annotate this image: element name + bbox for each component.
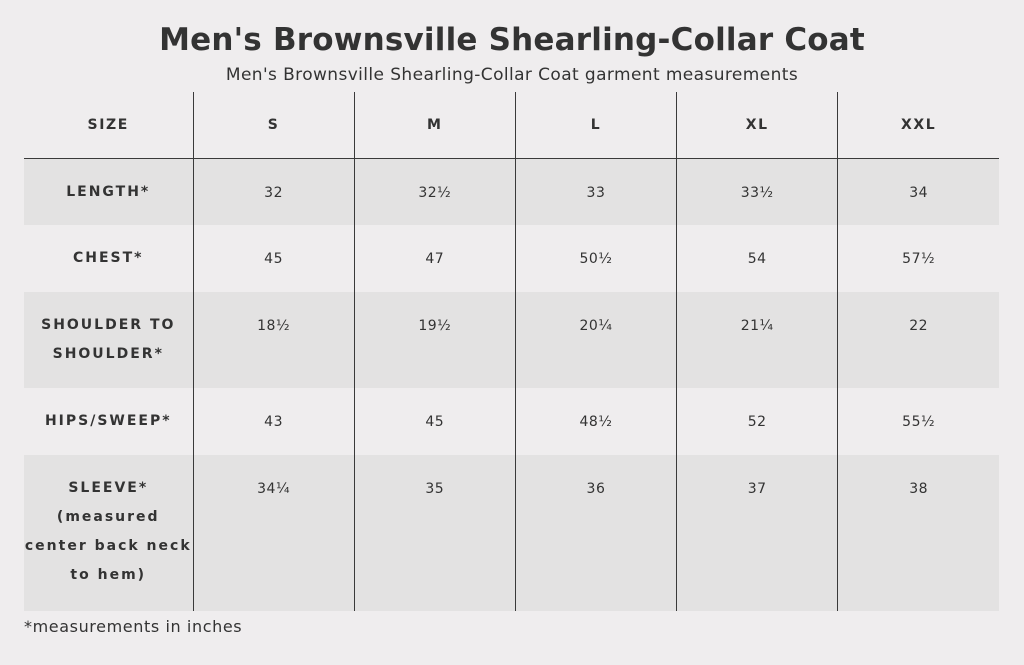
- row-label-line: to hem): [70, 566, 147, 583]
- page-subtitle: Men's Brownsville Shearling-Collar Coat …: [225, 65, 799, 85]
- header-size-xxl: XXL: [837, 92, 999, 159]
- header-size-xl: XL: [676, 92, 838, 159]
- table-cell: 32: [192, 158, 355, 225]
- table-cell: 21¼: [676, 291, 838, 388]
- header-size-l: L: [514, 92, 677, 159]
- table-cell: 37: [676, 454, 838, 611]
- size-chart: SIZE S M L XL XXL LENGTH* 32 32½ 33 33½ …: [24, 92, 999, 611]
- table-cell: 35: [353, 454, 516, 611]
- table-cell: 43: [192, 387, 355, 455]
- page-title: Men's Brownsville Shearling-Collar Coat: [159, 22, 865, 58]
- table-cell: 33½: [676, 158, 838, 225]
- table-cell: 50½: [514, 224, 677, 292]
- table-cell: 34¼: [192, 454, 355, 611]
- row-label-shoulder: SHOULDER TO SHOULDER*: [24, 291, 193, 388]
- table-cell: 32½: [353, 158, 516, 225]
- row-label-line: SLEEVE*: [68, 479, 149, 496]
- table-row: SHOULDER TO SHOULDER* 18½ 19½ 20¼ 21¼ 22: [24, 291, 999, 388]
- table-cell: 45: [192, 224, 355, 292]
- row-label-line: center back neck: [24, 537, 192, 554]
- row-label-line: SHOULDER*: [52, 345, 164, 362]
- table-row: SLEEVE* (measured center back neck to he…: [24, 454, 999, 611]
- row-label-line: LENGTH*: [66, 184, 151, 200]
- table-cell: 55½: [837, 387, 999, 455]
- footnote: *measurements in inches: [24, 617, 243, 636]
- measurements-table: SIZE S M L XL XXL LENGTH* 32 32½ 33 33½ …: [24, 92, 999, 611]
- row-label-line: HIPS/SWEEP*: [44, 412, 172, 429]
- table-cell: 19½: [353, 291, 516, 388]
- header-size-s: S: [192, 92, 355, 159]
- table-cell: 48½: [514, 387, 677, 455]
- table-cell: 34: [837, 158, 999, 225]
- header-size-m: M: [353, 92, 516, 159]
- header-row: SIZE S M L XL XXL: [24, 92, 999, 159]
- row-label-length: LENGTH*: [24, 158, 193, 225]
- table-cell: 57½: [837, 224, 999, 292]
- table-cell: 36: [514, 454, 677, 611]
- table-cell: 54: [676, 224, 838, 292]
- row-label-line: SHOULDER TO: [41, 316, 176, 333]
- table-cell: 45: [353, 387, 516, 455]
- table-cell: 33: [514, 158, 677, 225]
- table-cell: 22: [837, 291, 999, 388]
- table-cell: 20¼: [514, 291, 677, 388]
- table-cell: 47: [353, 224, 516, 292]
- table-cell: 52: [676, 387, 838, 455]
- table-cell: 18½: [192, 291, 355, 388]
- row-label-sleeve: SLEEVE* (measured center back neck to he…: [24, 454, 193, 611]
- table-row: LENGTH* 32 32½ 33 33½ 34: [24, 158, 999, 225]
- row-label-hips: HIPS/SWEEP*: [24, 387, 193, 455]
- row-label-chest: CHEST*: [24, 224, 193, 292]
- row-label-line: (measured: [56, 508, 160, 525]
- table-row: HIPS/SWEEP* 43 45 48½ 52 55½: [24, 387, 999, 455]
- table-cell: 38: [837, 454, 999, 611]
- row-label-line: CHEST*: [72, 249, 144, 266]
- table-row: CHEST* 45 47 50½ 54 57½: [24, 224, 999, 292]
- header-size-label: SIZE: [24, 92, 193, 159]
